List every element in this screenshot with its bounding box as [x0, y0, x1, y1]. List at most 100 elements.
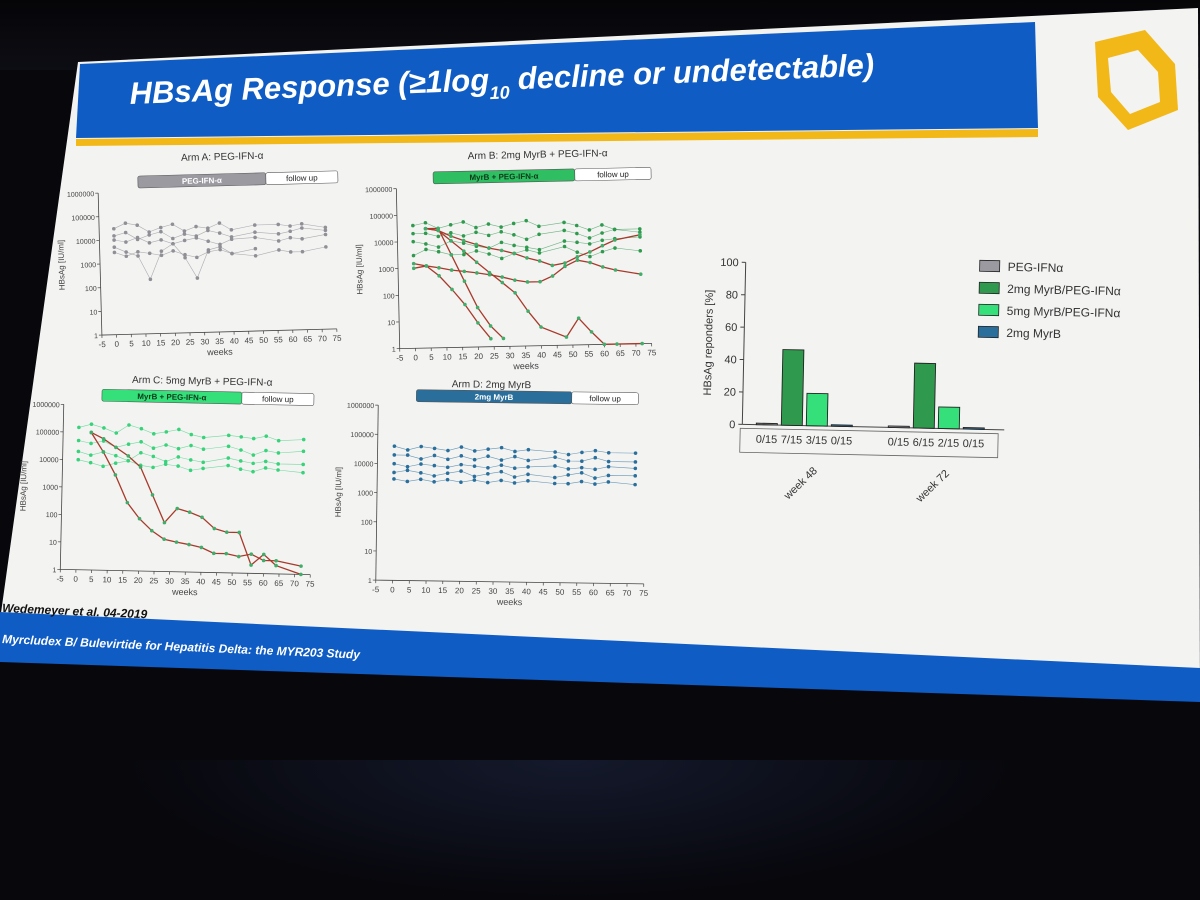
data-point [525, 256, 529, 260]
data-point [461, 241, 466, 245]
data-point [89, 430, 94, 435]
data-point [461, 234, 466, 238]
x-tick-label: 70 [622, 589, 632, 598]
x-tick-label: 25 [490, 352, 500, 361]
data-point [562, 244, 567, 249]
data-point [112, 226, 116, 231]
data-point [600, 249, 605, 254]
data-point [114, 445, 118, 450]
data-point [537, 232, 541, 237]
data-point [588, 260, 592, 265]
data-point [524, 245, 529, 250]
responder-bar [912, 362, 937, 429]
data-point [474, 225, 478, 230]
data-point [486, 454, 490, 459]
legend-label: 2mg MyrB [1006, 326, 1061, 341]
data-point [574, 223, 579, 228]
data-point [488, 324, 493, 328]
y-axis [741, 262, 747, 425]
data-point [288, 250, 293, 254]
data-point [602, 342, 607, 347]
data-point [637, 227, 642, 231]
data-point [251, 453, 256, 457]
x-tick-label: 50 [259, 336, 269, 345]
data-point [606, 464, 611, 469]
data-point [449, 231, 453, 235]
y-tick-label: 10000 [76, 239, 96, 247]
data-point [566, 473, 571, 477]
data-point [486, 447, 490, 451]
x-tick-label: 55 [243, 578, 253, 587]
data-point [566, 452, 571, 457]
data-point [113, 461, 118, 465]
data-point [512, 243, 516, 248]
data-point [461, 220, 466, 224]
x-tick-label: 10 [142, 339, 152, 348]
data-point [474, 249, 479, 253]
data-point [251, 461, 255, 466]
y-tick-label: 10 [89, 309, 97, 316]
x-tick-label: 0 [413, 353, 418, 362]
x-tick-label: 55 [572, 588, 582, 597]
data-point [77, 425, 81, 430]
data-point [101, 437, 106, 441]
data-point [593, 448, 598, 453]
y-tick-label: 1000000 [67, 191, 95, 199]
data-point [226, 433, 231, 438]
data-point [162, 537, 166, 541]
data-point [126, 458, 131, 463]
data-point [288, 229, 292, 234]
arm-b-chart: Arm B: 2mg MyrB + PEG-IFN-α MyrB + PEG-IF… [355, 148, 657, 371]
fraction-label: 0/15 [831, 435, 853, 447]
data-point [137, 516, 142, 521]
patient-series-line [425, 228, 643, 345]
data-point [462, 269, 467, 274]
data-point [138, 465, 143, 469]
data-point [552, 481, 557, 486]
data-point [553, 464, 557, 468]
data-point [566, 481, 570, 486]
x-tick-label: 5 [429, 353, 434, 362]
data-point [448, 223, 453, 227]
data-point [593, 467, 597, 472]
x-tick-label: 30 [506, 351, 516, 360]
data-point [251, 469, 255, 474]
data-point [580, 450, 584, 455]
data-point [462, 249, 466, 254]
responder-bar [780, 349, 805, 427]
x-tick-label: 0 [114, 340, 119, 349]
data-point [449, 252, 454, 257]
data-point [526, 447, 531, 452]
title-banner-gold-stripe [76, 129, 1038, 146]
y-tick-label: 100 [383, 293, 395, 300]
y-tick-label: 1000 [42, 484, 58, 491]
data-point [499, 458, 504, 462]
data-point [201, 435, 206, 440]
data-point [500, 275, 504, 279]
x-tick-label: 15 [458, 352, 468, 361]
data-point [171, 241, 175, 246]
fraction-label: 7/15 [781, 434, 803, 446]
x-tick-label: 15 [156, 338, 166, 347]
data-point [436, 228, 440, 233]
data-point [263, 459, 268, 464]
data-point [606, 450, 611, 455]
data-point [486, 466, 490, 470]
y-tick-label: 0 [729, 419, 735, 431]
x-tick-label: 5 [129, 339, 134, 348]
data-point [112, 238, 116, 242]
data-point [633, 482, 637, 487]
treatment-label: PEG-IFN-α [182, 176, 222, 186]
fraction-table-border [739, 427, 999, 459]
data-point [299, 222, 304, 226]
x-tick-label: 75 [332, 334, 342, 343]
x-tick-label: 25 [149, 576, 159, 585]
data-point [276, 438, 281, 443]
data-point [437, 274, 441, 278]
data-point [188, 468, 193, 473]
data-point [576, 316, 581, 321]
data-point [589, 330, 594, 334]
follow-up-bar [265, 170, 339, 185]
data-point [224, 530, 229, 535]
data-point [229, 237, 234, 242]
